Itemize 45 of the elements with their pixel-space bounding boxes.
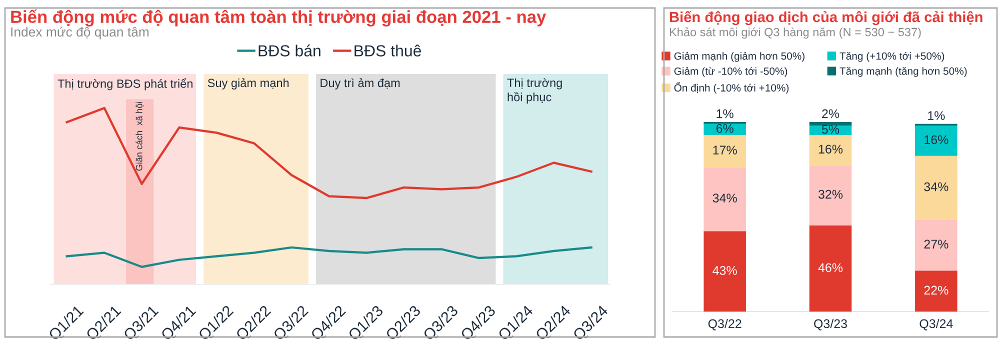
data-label: 6% [716, 124, 734, 133]
bar [809, 135, 852, 166]
legend-label: Giảm mạnh (giảm hơn 50%) [674, 52, 804, 62]
legend-label: BĐS thuê [354, 44, 421, 56]
x-tick-label: Q3/24 [920, 318, 953, 330]
chart-title: Biến động giao dịch của môi giới đã cải thiện [670, 10, 982, 26]
bar [915, 156, 958, 220]
band-label: Suy giảm mạnh [208, 78, 289, 90]
data-label: 34% [712, 194, 737, 202]
band-label: Thị trường hồi phục [507, 78, 562, 104]
x-tick-label: Q3/23 [814, 318, 847, 330]
data-label: 2% [822, 109, 840, 118]
chart-title: Biến động mức độ quan tâm toàn thị trường giai đoạn 2021 - nay [11, 9, 546, 27]
legend-label: BĐS bán [258, 44, 320, 56]
data-label: 5% [822, 125, 840, 134]
bar [704, 167, 746, 232]
legend-label: Tăng (+10% tới +50%) [840, 52, 944, 62]
bar [915, 126, 958, 156]
bar [809, 165, 852, 226]
data-label: 1% [716, 109, 734, 118]
data-label: 22% [924, 286, 948, 295]
chart-subtitle: Index mức độ quan tâm [11, 26, 149, 40]
data-label: 46% [818, 263, 843, 272]
x-tick-label: Q3/22 [708, 318, 742, 330]
legend-label: Tăng mạnh (tăng hơn 50%) [840, 67, 967, 77]
bar [704, 231, 746, 312]
legend-label: Ổn định (-10% tới +10%) [674, 82, 789, 94]
data-label: 27% [924, 240, 948, 249]
legend-label: Giảm (từ -10% tới -50%) [674, 66, 788, 77]
bar [915, 270, 958, 312]
data-label: 32% [818, 190, 843, 199]
bar [809, 225, 852, 312]
bar [704, 135, 746, 168]
data-label: 16% [924, 135, 948, 144]
data-label: 1% [928, 111, 945, 120]
bar [915, 220, 958, 271]
band-label: Giãn cách xã hội [136, 102, 144, 171]
band-label: Thị trường BĐS phát triển [58, 78, 192, 90]
data-label: 16% [818, 144, 843, 154]
data-label: 34% [924, 182, 948, 192]
bar [809, 122, 852, 126]
band-label: Duy trì ảm đạm [320, 78, 400, 90]
data-label: 17% [713, 146, 737, 154]
chart-subtitle: Khảo sát môi giới Q3 hàng năm (N = 530 − 537) [670, 27, 921, 39]
data-label: 43% [712, 266, 737, 275]
